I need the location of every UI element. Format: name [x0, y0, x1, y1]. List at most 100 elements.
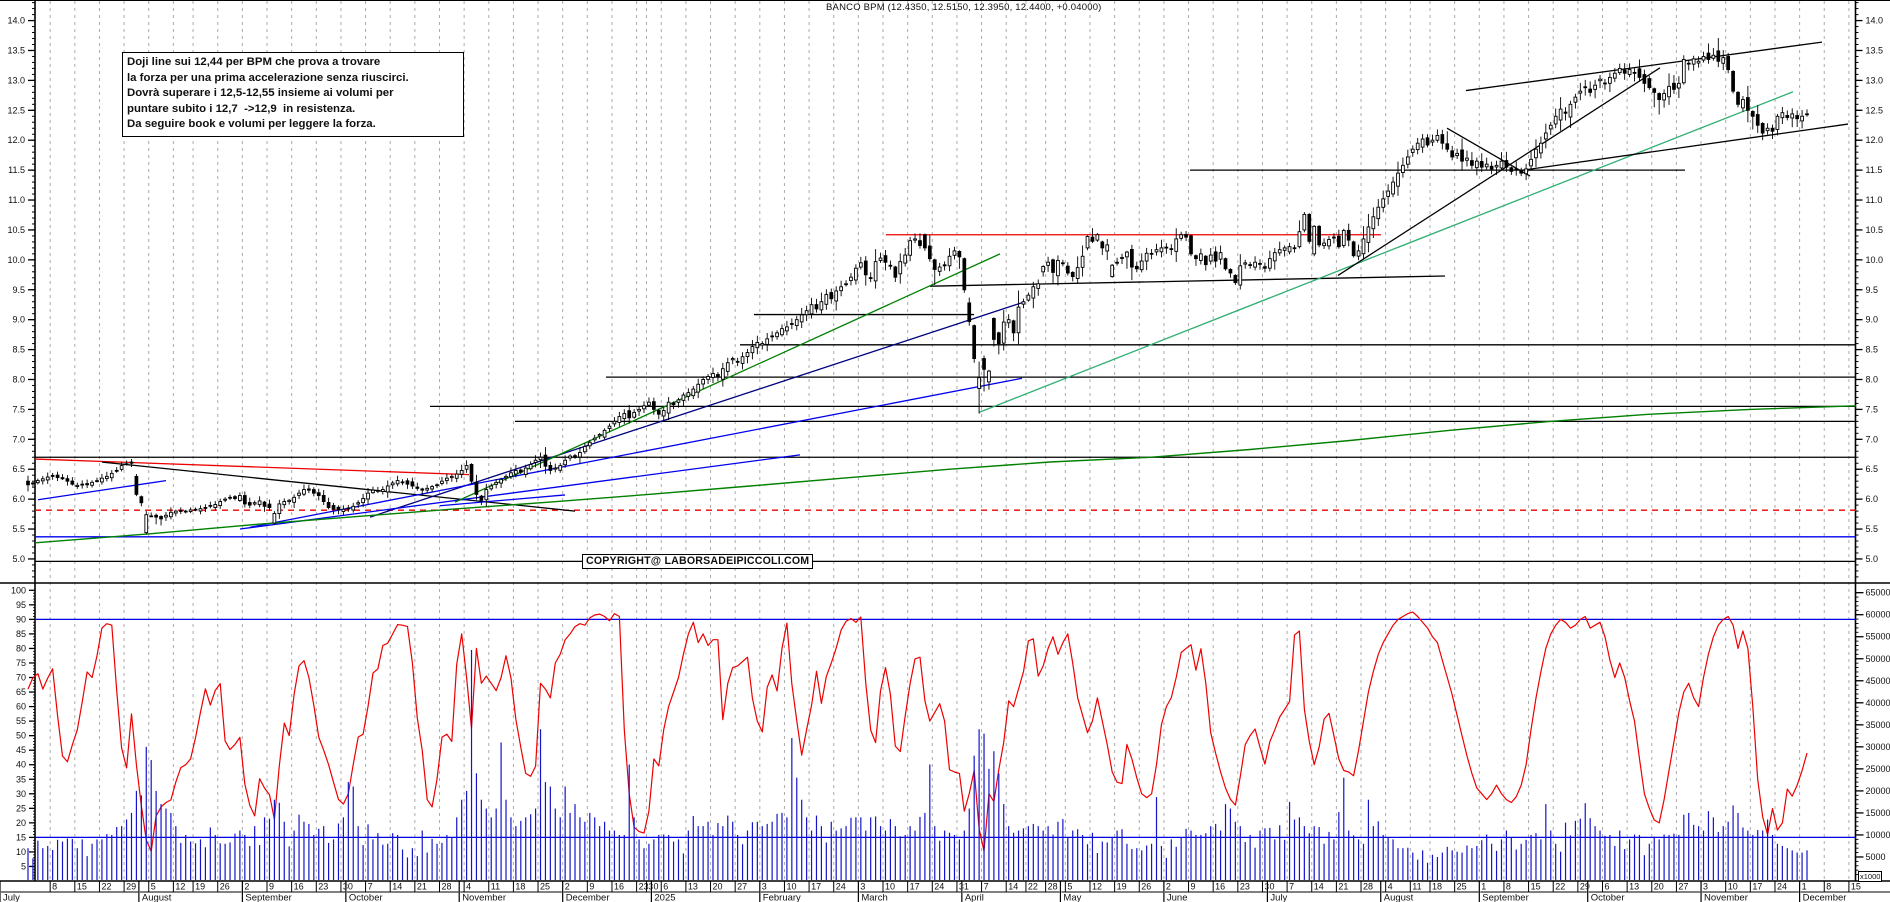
week-label: 22 [101, 882, 111, 892]
price-tick-label-left: 12.5 [7, 105, 25, 115]
price-tick-label-left: 10.5 [7, 225, 25, 235]
candle-body [637, 408, 641, 412]
candle-body [1489, 165, 1494, 170]
candle-body [1553, 115, 1558, 125]
candle-body [770, 335, 774, 338]
candle-body [1558, 108, 1563, 121]
week-label: 1 [1802, 882, 1807, 892]
week-label: 21 [1338, 882, 1348, 892]
annotation-line-2: la forza per una prima accelerazione sen… [127, 71, 409, 84]
candle-body [804, 310, 809, 316]
candle-body [1134, 265, 1139, 270]
week-label: 8 [1826, 882, 1831, 892]
week-label: 4 [1388, 882, 1393, 892]
candle-body [730, 358, 735, 361]
candle-body [420, 488, 425, 491]
week-label: 8 [52, 882, 57, 892]
candle-body [154, 514, 158, 518]
candle-body [597, 434, 602, 437]
candle-body [26, 480, 30, 486]
candle-body [129, 461, 134, 464]
volume-tick-label: 20000 [1866, 786, 1890, 796]
week-label: 7 [368, 882, 373, 892]
candle-body [1208, 254, 1213, 262]
candle-body [568, 455, 572, 459]
candle-body [385, 485, 390, 493]
candle-body [494, 481, 499, 485]
candle-body [1391, 181, 1395, 195]
oscillator-tick-label: 95 [16, 600, 26, 610]
candle-body [750, 346, 755, 354]
candle-body [1317, 225, 1321, 246]
candle-body [652, 401, 656, 410]
week-label: 15 [1851, 882, 1861, 892]
oscillator-axis: 5 10 15 20 25 30 35 40 45 50 55 60 65 70 75 80 85 90 95 100 [11, 585, 35, 879]
candle-body [1351, 241, 1356, 257]
candle-body [188, 509, 193, 512]
candle-body [839, 286, 843, 292]
candle-body [528, 463, 533, 470]
candle-body [445, 477, 449, 482]
candle-body [829, 292, 834, 300]
candle-body [799, 314, 804, 323]
candle-body [430, 486, 434, 490]
candle-body [1120, 257, 1124, 259]
candle-body [1297, 231, 1302, 248]
candle-body [331, 505, 336, 510]
candle-body [942, 264, 947, 267]
candle-body [1070, 271, 1075, 278]
candle-body [1218, 252, 1223, 260]
candle-body [183, 510, 188, 513]
candle-body [977, 377, 981, 389]
candle-body [1144, 252, 1149, 262]
candle-body [203, 507, 208, 509]
week-label: 18 [1432, 882, 1442, 892]
volume-tick-label: 15000 [1866, 808, 1890, 818]
candle-body [1174, 238, 1179, 252]
candle-body [1534, 148, 1538, 159]
candle-body [952, 250, 957, 256]
week-label: 17 [811, 882, 821, 892]
candle-body [1770, 127, 1775, 132]
candle-body [336, 506, 341, 511]
week-label: 17 [910, 882, 920, 892]
candle-body [1282, 247, 1287, 251]
candle-body [149, 515, 154, 518]
candle-body [1090, 236, 1095, 242]
volume-tick-label: 55000 [1866, 632, 1890, 642]
candle-body [400, 481, 405, 484]
month-label: October [349, 893, 383, 902]
candle-body [1026, 294, 1031, 301]
month-label: August [1384, 893, 1414, 902]
price-tick-label-right: 12.0 [1866, 135, 1884, 145]
candle-body [1460, 149, 1464, 162]
candle-body [1036, 283, 1041, 289]
week-label: 14 [1008, 882, 1018, 892]
candle-body [70, 480, 75, 485]
candle-body [361, 498, 365, 504]
candle-body [31, 482, 35, 485]
week-label: 23 [1240, 882, 1250, 892]
candle-body [1302, 213, 1307, 231]
candle-body [1573, 96, 1578, 103]
candle-body [65, 478, 70, 482]
candle-body [435, 484, 439, 487]
month-label: October [1591, 893, 1625, 902]
price-tick-label-right: 11.5 [1866, 165, 1883, 175]
price-tick-label-left: 9.5 [12, 285, 25, 295]
price-tick-label-right: 7.5 [1866, 404, 1879, 414]
price-tick-label-left: 9.0 [12, 315, 25, 325]
candle-body [1716, 50, 1721, 62]
candle-body [1336, 235, 1341, 248]
week-label: 17 [1752, 882, 1762, 892]
candle-body [316, 492, 321, 496]
candle-body [612, 420, 617, 425]
candle-body [632, 411, 636, 418]
candle-body [888, 264, 893, 267]
oscillator-tick-label: 40 [16, 760, 26, 770]
candle-body [622, 413, 627, 420]
candle-body [1164, 246, 1169, 249]
week-label: 7 [1289, 882, 1294, 892]
candle-body [1795, 115, 1800, 120]
